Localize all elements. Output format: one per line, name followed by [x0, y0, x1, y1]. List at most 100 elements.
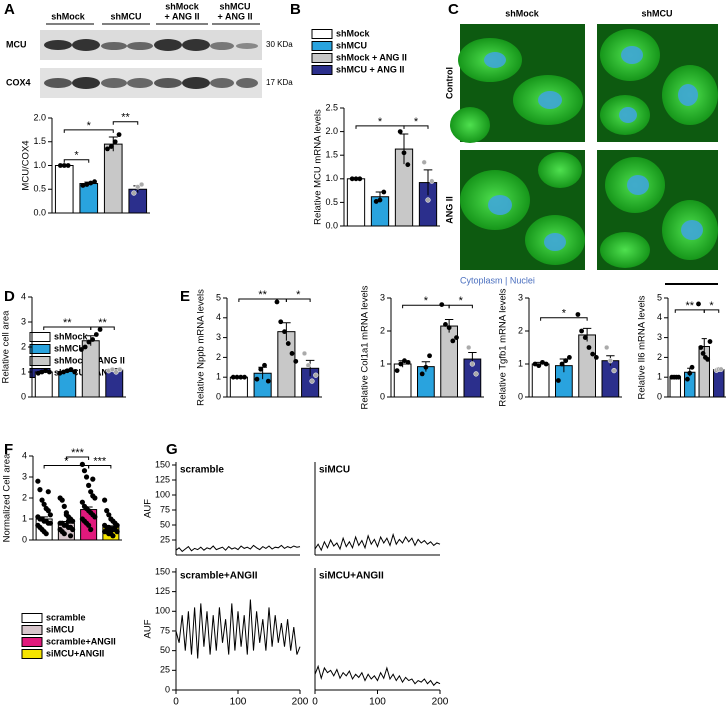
data-point: [93, 332, 99, 337]
data-point: [593, 355, 599, 360]
data-point: [37, 487, 43, 493]
bar: [79, 183, 99, 214]
y-tick-label: 0.5: [325, 197, 338, 207]
data-point: [57, 370, 63, 376]
data-point: [377, 197, 383, 203]
y-tick-label: 0: [165, 684, 170, 694]
data-point: [254, 376, 260, 382]
x-tick-label: 200: [432, 697, 449, 708]
data-point: [45, 508, 51, 514]
data-point: [86, 482, 92, 488]
bar: [578, 334, 596, 398]
data-point: [43, 531, 49, 537]
significance-label: **: [258, 289, 267, 301]
bar: [58, 371, 77, 398]
data-point: [79, 347, 84, 352]
y-tick-label: 25: [160, 665, 170, 675]
y-tick-label: 1: [21, 366, 26, 376]
data-point: [419, 371, 425, 377]
legend-swatch: [311, 53, 333, 63]
data-point: [84, 182, 90, 187]
y-tick-label: 50: [160, 645, 170, 655]
data-point: [90, 337, 96, 342]
significance-bracket: [112, 121, 139, 125]
data-point: [106, 512, 112, 518]
y-tick-label: 25: [160, 534, 170, 544]
data-point: [353, 176, 359, 182]
y-tick-label: 1.5: [33, 136, 46, 146]
blot-column: + ANG II: [165, 11, 200, 21]
data-point: [425, 197, 431, 203]
data-point: [86, 339, 92, 345]
panel-label: G: [166, 441, 178, 458]
y-tick-label: 0.5: [33, 184, 46, 194]
data-point: [466, 344, 472, 351]
data-point: [607, 358, 614, 364]
y-tick-label: 125: [155, 474, 170, 484]
micrograph-column: shMCU: [642, 8, 673, 18]
legend-swatch: [311, 65, 333, 75]
data-point: [582, 335, 588, 340]
blot-size: 30 KDa: [266, 40, 293, 49]
y-tick-label: 3: [657, 332, 662, 342]
y-tick-label: 3: [22, 471, 27, 481]
data-point: [117, 366, 123, 373]
data-point: [439, 302, 445, 307]
data-point: [450, 338, 456, 344]
micrograph-row: Control: [444, 67, 454, 99]
y-tick-label: 100: [155, 489, 170, 499]
data-point: [63, 512, 69, 518]
y-axis-label: Relative MCU mRNA levels: [313, 109, 324, 225]
y-tick-label: 2.0: [33, 112, 46, 122]
x-tick-label: 200: [292, 697, 309, 708]
data-point: [114, 529, 120, 535]
data-point: [110, 533, 116, 539]
x-tick-label: 0: [173, 697, 179, 708]
legend-swatch: [21, 625, 43, 635]
data-point: [35, 370, 41, 376]
legend-swatch: [21, 637, 43, 647]
y-axis-label: Normalized Cell area: [2, 453, 13, 542]
legend-swatch: [311, 41, 333, 51]
bar: [713, 369, 725, 398]
y-tick-label: 2: [518, 325, 523, 335]
y-tick-label: 0: [657, 391, 662, 401]
panel-label: F: [4, 441, 13, 458]
data-point: [604, 344, 610, 351]
bar: [34, 371, 53, 398]
legend-swatch: [29, 344, 51, 354]
y-axis-label: Relative Nppb mRNA levels: [196, 289, 207, 406]
data-point: [88, 489, 94, 495]
legend-swatch: [21, 649, 43, 659]
error-bar: [399, 133, 409, 165]
y-axis-label: Relative Il6 mRNA levels: [637, 295, 648, 399]
data-point: [61, 531, 67, 537]
data-point: [357, 176, 363, 182]
data-point: [429, 178, 435, 184]
blot-column: shMock: [165, 1, 200, 11]
data-point: [689, 364, 695, 370]
y-tick-label: 1: [22, 513, 27, 523]
legend-swatch: [29, 356, 51, 366]
y-tick-label: 2: [216, 352, 221, 362]
bar: [103, 143, 123, 214]
y-tick-label: 1.5: [325, 150, 338, 160]
bar: [105, 369, 124, 398]
data-point: [81, 468, 88, 474]
data-point: [109, 366, 116, 373]
data-point: [473, 371, 479, 377]
y-tick-label: 2.0: [325, 126, 338, 136]
data-point: [536, 363, 542, 369]
y-tick-label: 4: [216, 312, 221, 322]
bar: [531, 363, 550, 398]
data-point: [88, 180, 94, 186]
data-point: [47, 520, 53, 526]
data-point: [579, 328, 585, 334]
trace: [314, 664, 441, 687]
data-point: [234, 374, 240, 380]
y-axis-label: AUF: [143, 499, 154, 518]
data-point: [230, 374, 236, 380]
legend-swatch: [311, 29, 333, 39]
bar: [601, 360, 620, 398]
